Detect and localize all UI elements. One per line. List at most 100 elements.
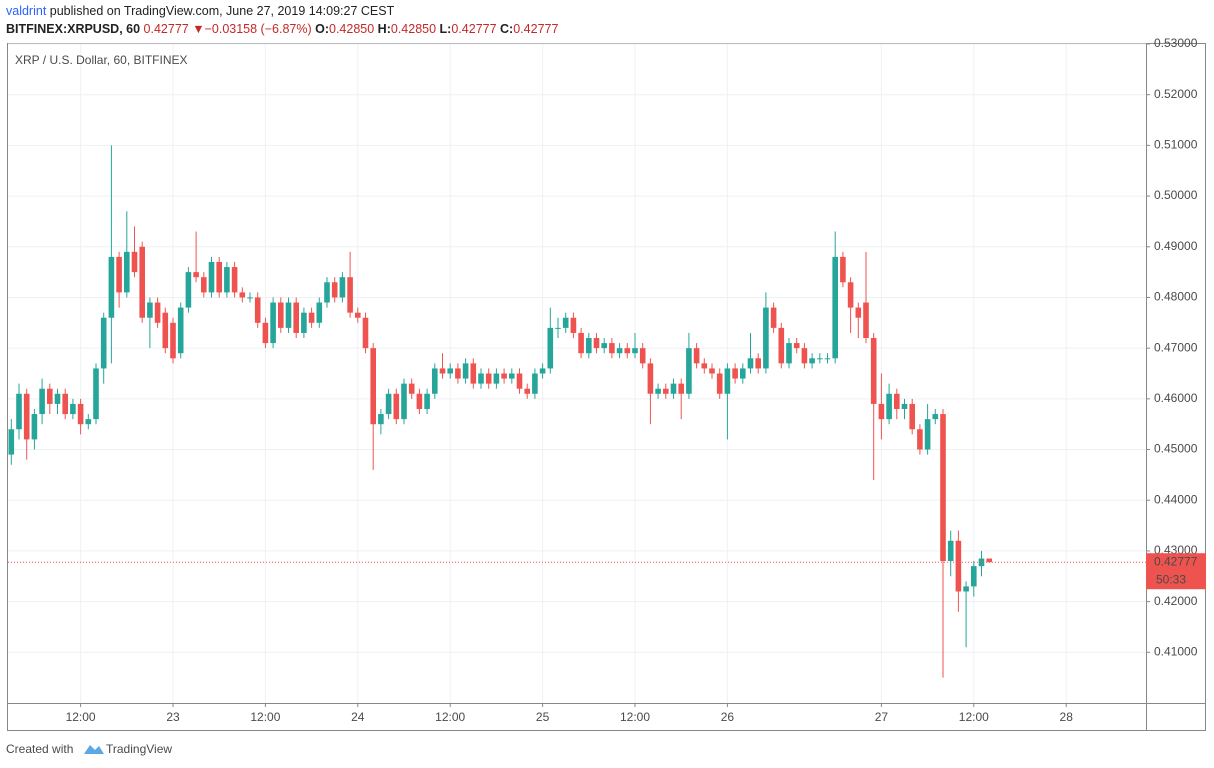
candle-body	[693, 348, 700, 364]
candle-body	[485, 373, 492, 384]
footer-brand[interactable]: TradingView	[106, 742, 172, 756]
x-tick-label: 24	[351, 710, 365, 724]
candle-body	[393, 393, 400, 420]
x-tick-label: 23	[166, 710, 180, 724]
candle-body	[231, 267, 238, 293]
candle-body	[555, 327, 561, 329]
c: 0.42777	[513, 22, 558, 36]
x-tick-label: 25	[536, 710, 550, 724]
candle-body	[131, 251, 138, 273]
y-tick-label: 0.50000	[1154, 188, 1198, 202]
candle-body	[455, 368, 461, 379]
candle-body	[285, 302, 292, 328]
l-label: L:	[440, 22, 452, 36]
candle-body	[901, 403, 908, 409]
candle-body	[940, 414, 946, 562]
x-tick-label: 27	[875, 710, 889, 724]
x-tick-label: 12:00	[435, 710, 465, 724]
candle-body	[31, 414, 38, 440]
x-tick-label: 28	[1060, 710, 1074, 724]
y-tick-label: 0.51000	[1154, 138, 1198, 152]
header-line-1: valdrint published on TradingView.com, J…	[6, 4, 395, 18]
y-tick-label: 0.47000	[1154, 340, 1198, 354]
candle-body	[416, 393, 423, 409]
candle-body	[293, 302, 299, 333]
candles	[8, 145, 992, 678]
countdown: 50:33	[1156, 572, 1186, 586]
o-label: O:	[315, 22, 329, 36]
candle-body	[177, 307, 184, 354]
candle-body	[801, 348, 808, 364]
last: 0.42777	[144, 22, 189, 36]
candle-body	[316, 302, 323, 323]
candle-body	[616, 348, 623, 354]
candle-body	[447, 368, 453, 374]
author[interactable]: valdrint	[6, 4, 47, 18]
candle-body	[378, 414, 384, 425]
y-tick-label: 0.46000	[1154, 391, 1198, 405]
candle-body	[778, 327, 785, 364]
candle-body	[547, 327, 554, 369]
candle-body	[47, 388, 53, 404]
candle-body	[424, 393, 430, 409]
candle-body	[917, 429, 923, 450]
candle-body	[170, 322, 176, 359]
candle-body	[663, 388, 669, 394]
published: published on TradingView.com, June 27, 2…	[50, 4, 395, 18]
candle-body	[678, 383, 684, 394]
candle-body	[963, 586, 969, 592]
h-label: H:	[378, 22, 391, 36]
grid: 0.410000.420000.430000.440000.450000.460…	[8, 36, 1198, 724]
candle-body	[216, 261, 222, 293]
candle-body	[817, 358, 823, 360]
candle-body	[894, 393, 900, 409]
chart-title: XRP / U.S. Dollar, 60, BITFINEX	[15, 53, 188, 67]
candle-body	[701, 363, 708, 369]
candle-body	[909, 403, 915, 430]
candle-body	[863, 302, 869, 339]
candle-body	[193, 272, 199, 278]
header-line-2: BITFINEX:XRPUSD, 60 0.42777 ▼−0.03158 (−…	[6, 22, 558, 36]
candle-body	[239, 292, 246, 298]
candle-body	[201, 277, 207, 293]
candle-body	[832, 256, 838, 359]
candle-body	[331, 282, 338, 298]
candle-body	[539, 368, 546, 374]
candle-body	[732, 368, 738, 379]
candle-body	[470, 363, 477, 384]
x-tick-label: 12:00	[620, 710, 650, 724]
candle-body	[516, 373, 523, 389]
candle-body	[562, 317, 569, 328]
candle-body	[108, 256, 115, 318]
y-tick-label: 0.45000	[1154, 442, 1198, 456]
candle-body	[185, 272, 192, 308]
candle-body	[932, 414, 939, 420]
candle-body	[624, 348, 631, 354]
footer-text: Created with	[6, 742, 73, 756]
candle-body	[347, 277, 353, 313]
x-tick-label: 12:00	[66, 710, 96, 724]
candle-body	[208, 261, 215, 293]
candle-body	[462, 363, 469, 379]
candle-body	[401, 383, 407, 420]
candle-body	[224, 267, 230, 293]
overlay: 0.42777 50:33	[8, 553, 1206, 590]
candle-body	[439, 368, 446, 374]
candle-body	[709, 368, 715, 374]
candle-body	[23, 393, 30, 440]
candle-body	[971, 566, 977, 587]
candle-body	[716, 373, 723, 394]
last-price-box	[1146, 553, 1206, 590]
candle-body	[740, 368, 746, 379]
candle-body	[686, 348, 692, 394]
y-tick-label: 0.49000	[1154, 239, 1198, 253]
candle-body	[39, 388, 45, 415]
candle-body	[385, 393, 392, 415]
candle-body	[85, 419, 92, 425]
candle-body	[262, 322, 269, 344]
candle-body	[809, 358, 815, 364]
y-tick-label: 0.44000	[1154, 492, 1198, 506]
candle-body	[147, 302, 153, 318]
candle-body	[847, 282, 854, 308]
candle-body	[308, 312, 315, 323]
